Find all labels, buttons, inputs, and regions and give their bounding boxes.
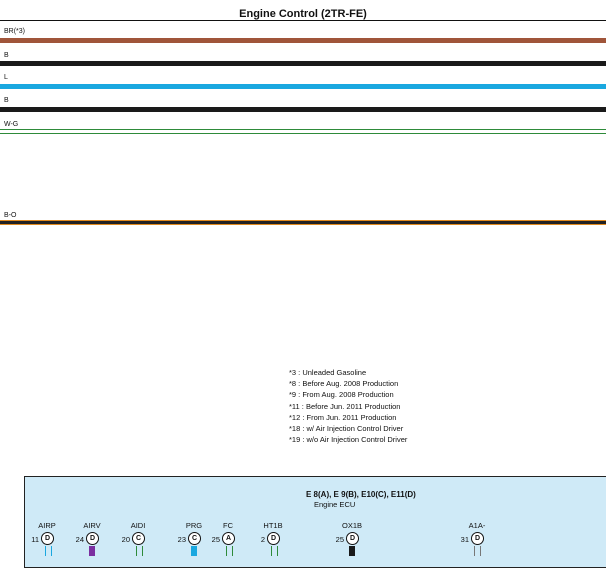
connector-circle: D — [471, 532, 484, 545]
pin-wire-ht1b — [271, 546, 278, 556]
wire-label-bo: B-O — [4, 212, 17, 219]
wire-br — [0, 38, 606, 43]
note-item: *11 : Before Jun. 2011 Production — [289, 401, 401, 411]
pin-name-airv: AIRV — [83, 521, 101, 530]
pin-number: 24 — [75, 535, 84, 544]
ecu-connectors-label: E 8(A), E 9(B), E10(C), E11(D) — [306, 490, 416, 499]
title-divider — [0, 20, 606, 21]
pin-wire-airp — [45, 546, 52, 556]
wire-bo — [0, 220, 606, 225]
pin-name-prg: PRG — [185, 521, 203, 530]
connector-circle: D — [267, 532, 280, 545]
notes-legend: *3 : Unleaded Gasoline *8 : Before Aug. … — [289, 367, 407, 445]
wire-wg — [0, 129, 606, 134]
connector-circle: D — [346, 532, 359, 545]
ecu-name-label: Engine ECU — [314, 500, 356, 509]
note-item: *12 : From Jun. 2011 Production — [289, 412, 397, 422]
pin-wire-prg — [191, 546, 197, 556]
note-item: *9 : From Aug. 2008 Production — [289, 390, 394, 400]
connector-circle: A — [222, 532, 235, 545]
wire-label-br: BR(*3) — [4, 28, 26, 35]
pin-wire-ox1b — [349, 546, 355, 556]
wire-b1 — [0, 61, 606, 66]
pin-number: 11 — [31, 535, 39, 544]
wire-b2 — [0, 107, 606, 112]
note-item: *19 : w/o Air Injection Control Driver — [289, 435, 408, 445]
wire-label-b2: B — [4, 97, 9, 104]
pin-number: 2 — [260, 535, 265, 544]
pin-number: 20 — [121, 535, 130, 544]
note-item: *3 : Unleaded Gasoline — [289, 368, 367, 377]
engine-ecu-block — [24, 476, 606, 568]
note-item: *18 : w/ Air Injection Control Driver — [289, 424, 404, 434]
wire-label-b1: B — [4, 52, 9, 59]
pin-number: 25 — [335, 535, 344, 544]
connector-circle: D — [41, 532, 54, 545]
pin-name-fc: FC — [223, 521, 233, 530]
connector-circle: C — [188, 532, 201, 545]
pin-name-aidi: AIDI — [130, 521, 146, 530]
wire-l — [0, 84, 606, 89]
diagram-title: Engine Control (2TR-FE) — [239, 8, 367, 20]
note-item: *8 : Before Aug. 2008 Production — [289, 379, 399, 389]
pin-wire-aidi — [136, 546, 143, 556]
connector-circle: D — [86, 532, 99, 545]
pin-wire-airv — [89, 546, 95, 556]
pin-name-ht1b: HT1B — [263, 521, 283, 530]
pin-wire-fc — [226, 546, 233, 556]
wire-label-l: L — [4, 74, 8, 81]
pin-number: 23 — [177, 535, 186, 544]
pin-name-a1a: A1A- — [468, 521, 486, 530]
wire-label-wg: W-G — [4, 121, 19, 128]
connector-circle: C — [132, 532, 145, 545]
pin-number: 31 — [460, 535, 469, 544]
pin-name-ox1b: OX1B — [341, 521, 363, 530]
pin-wire-a1a — [474, 546, 481, 556]
pin-name-airp: AIRP — [38, 521, 56, 530]
pin-number: 25 — [211, 535, 220, 544]
